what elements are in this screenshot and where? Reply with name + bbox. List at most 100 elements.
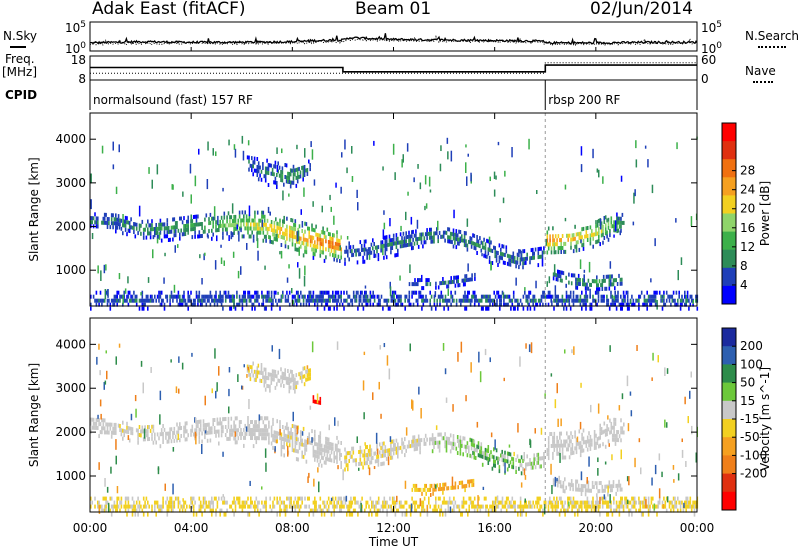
echo-cell <box>635 298 637 303</box>
echo-cell <box>95 421 98 426</box>
echo-cell <box>122 428 124 433</box>
echo-cell <box>650 302 653 307</box>
echo-cell <box>298 224 301 229</box>
echo-cell <box>206 294 209 299</box>
echo-cell <box>496 302 498 307</box>
echo-cell <box>436 508 438 513</box>
echo-cell <box>433 239 435 244</box>
echo-cell <box>293 504 295 509</box>
speckle <box>364 285 367 289</box>
echo-cell <box>599 435 601 440</box>
echo-cell <box>280 432 283 437</box>
echo-cell <box>238 500 241 505</box>
echo-cell <box>128 504 131 509</box>
echo-cell <box>461 439 463 444</box>
echo-cell <box>598 234 600 239</box>
echo-cell <box>265 306 267 311</box>
echo-cell <box>183 216 185 221</box>
echo-cell <box>502 458 505 463</box>
echo-cell <box>595 220 597 225</box>
echo-cell <box>307 436 309 440</box>
speckle <box>664 419 666 428</box>
echo-cell <box>440 294 443 299</box>
echo-cell <box>177 496 180 501</box>
echo-cell <box>263 428 266 433</box>
echo-cell <box>255 420 258 425</box>
echo-cell <box>514 500 516 505</box>
echo-cell <box>601 488 604 493</box>
echo-cell <box>454 275 457 280</box>
echo-cell <box>353 458 356 463</box>
echo-cell <box>248 504 251 509</box>
echo-cell <box>282 500 284 505</box>
echo-cell <box>259 218 262 223</box>
echo-cell <box>487 306 490 311</box>
echo-cell <box>124 504 127 509</box>
echo-cell <box>472 438 474 443</box>
speckle <box>527 300 529 305</box>
echo-cell <box>486 452 488 457</box>
echo-cell <box>613 224 615 229</box>
echo-cell <box>433 508 436 513</box>
echo-cell <box>301 496 303 501</box>
echo-cell <box>195 218 198 223</box>
echo-cell <box>309 167 311 172</box>
speckle <box>96 356 98 365</box>
echo-cell <box>354 298 356 303</box>
speckle <box>363 412 365 420</box>
echo-cell <box>602 240 604 245</box>
echo-cell <box>154 432 156 437</box>
echo-cell <box>583 500 586 505</box>
echo-cell <box>255 370 257 374</box>
echo-cell <box>255 294 258 299</box>
echo-cell <box>105 220 107 225</box>
echo-cell <box>305 447 308 452</box>
speckle <box>382 229 385 240</box>
echo-cell <box>137 428 139 433</box>
echo-cell <box>588 439 590 444</box>
echo-cell <box>201 234 203 238</box>
echo-cell <box>631 294 633 299</box>
echo-cell <box>577 240 579 245</box>
echo-cell <box>254 210 256 215</box>
echo-cell <box>506 459 509 464</box>
echo-cell <box>484 246 487 251</box>
echo-cell <box>541 456 544 461</box>
echo-cell <box>264 166 267 171</box>
echo-cell <box>195 222 198 227</box>
echo-cell <box>416 241 419 246</box>
echo-cell <box>247 420 249 424</box>
echo-cell <box>229 436 231 441</box>
echo-cell <box>97 500 99 505</box>
echo-cell <box>240 504 242 509</box>
echo-cell <box>384 298 387 303</box>
echo-cell <box>295 433 298 438</box>
echo-cell <box>167 431 170 436</box>
echo-cell <box>418 487 420 492</box>
echo-cell <box>456 241 459 246</box>
echo-cell <box>257 165 260 170</box>
echo-cell <box>254 214 256 219</box>
echo-cell <box>349 450 352 455</box>
echo-cell <box>376 500 379 505</box>
echo-cell <box>679 306 682 311</box>
speckle <box>481 253 483 257</box>
echo-cell <box>339 243 341 247</box>
echo-cell <box>280 500 283 505</box>
echo-cell <box>215 224 217 229</box>
echo-cell <box>461 443 463 448</box>
echo-cell <box>166 226 169 231</box>
echo-cell <box>120 226 123 231</box>
echo-cell <box>91 216 93 221</box>
echo-cell <box>543 452 545 456</box>
echo-cell <box>458 481 461 485</box>
echo-cell <box>385 448 388 453</box>
echo-cell <box>259 428 262 433</box>
echo-cell <box>502 462 505 467</box>
echo-cell <box>461 234 463 239</box>
echo-cell <box>515 466 517 470</box>
echo-cell <box>270 240 273 244</box>
echo-cell <box>244 290 246 295</box>
echo-cell <box>613 496 615 501</box>
echo-cell <box>459 439 462 444</box>
